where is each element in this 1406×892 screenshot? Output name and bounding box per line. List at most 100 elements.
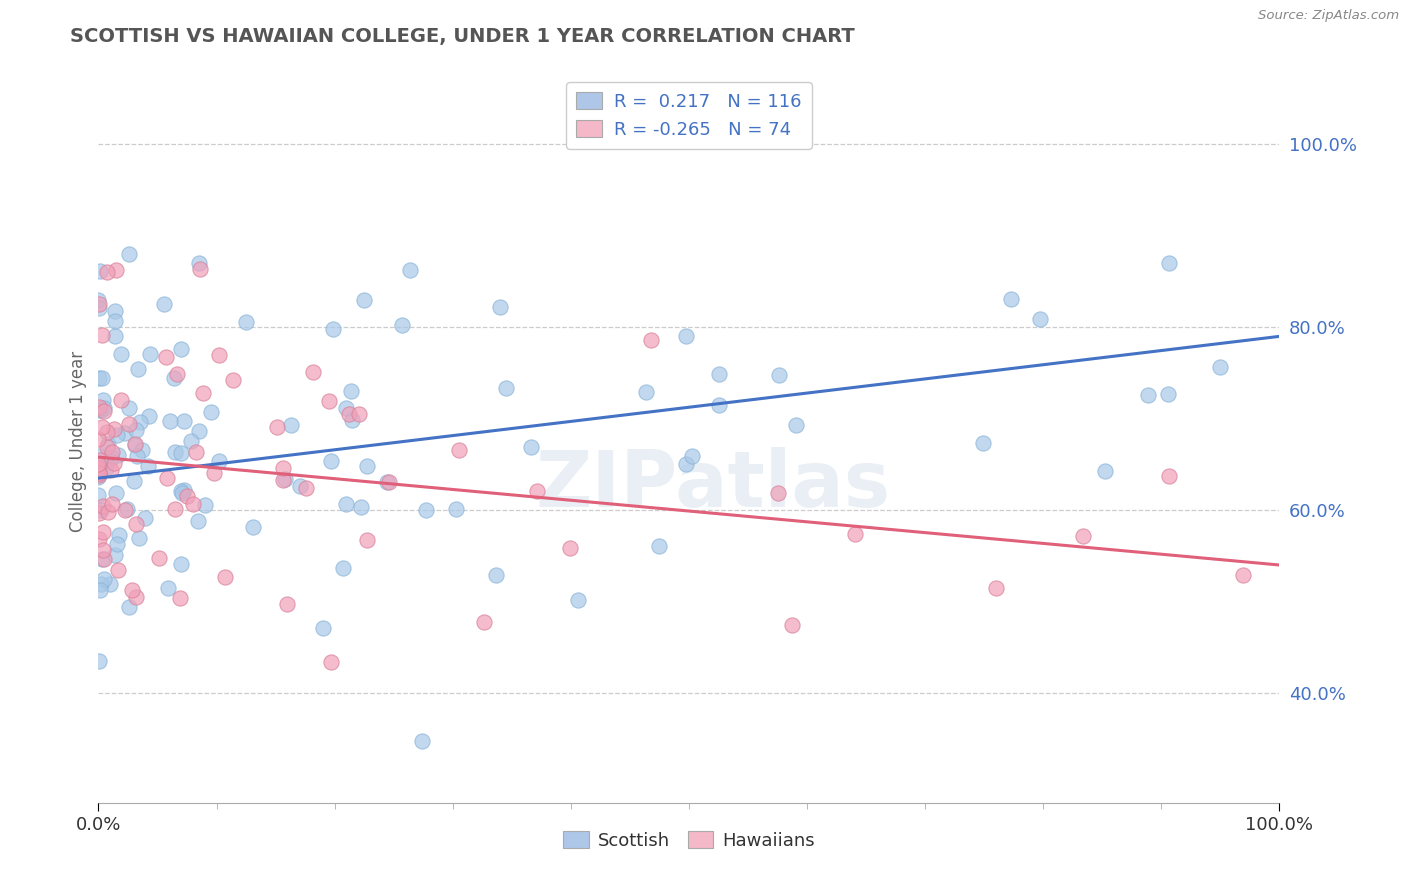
Point [114, 502, 136, 516]
Point [280, 418, 302, 433]
Point [1232, 567, 1254, 582]
Point [768, 368, 790, 382]
Point [157, 582, 180, 596]
Text: SCOTTISH VS HAWAIIAN COLLEGE, UNDER 1 YEAR CORRELATION CHART: SCOTTISH VS HAWAIIAN COLLEGE, UNDER 1 YE… [70, 27, 855, 45]
Point [356, 459, 378, 474]
Point [319, 454, 342, 468]
Point [87, 371, 110, 385]
Point [972, 435, 994, 450]
Point [134, 510, 156, 524]
Point [165, 501, 187, 516]
Point [349, 500, 371, 514]
Point [472, 615, 495, 629]
Point [340, 413, 363, 427]
Point [170, 557, 193, 571]
Point [169, 342, 191, 356]
Point [114, 425, 136, 440]
Point [415, 503, 437, 517]
Point [634, 385, 657, 400]
Point [148, 550, 170, 565]
Point [122, 474, 145, 488]
Point [87, 450, 110, 464]
Point [124, 437, 146, 451]
Point [188, 261, 211, 276]
Point [187, 255, 209, 269]
Point [526, 484, 548, 499]
Point [107, 448, 129, 462]
Point [93, 552, 115, 566]
Point [87, 467, 110, 482]
Point [271, 473, 294, 487]
Point [97, 437, 120, 451]
Point [312, 620, 335, 634]
Point [118, 401, 141, 415]
Point [1136, 387, 1159, 401]
Point [707, 367, 730, 381]
Point [295, 482, 318, 496]
Point [170, 445, 193, 459]
Point [353, 293, 375, 307]
Point [87, 461, 110, 475]
Point [89, 467, 111, 482]
Point [104, 303, 127, 318]
Point [375, 475, 398, 490]
Point [495, 381, 517, 395]
Point [87, 466, 110, 480]
Point [187, 425, 209, 439]
Point [94, 460, 117, 475]
Point [89, 467, 111, 481]
Point [340, 384, 363, 399]
Point [1209, 360, 1232, 375]
Point [117, 501, 139, 516]
Point [153, 297, 176, 311]
Point [91, 552, 114, 566]
Point [98, 576, 121, 591]
Point [87, 403, 110, 417]
Point [87, 470, 110, 484]
Point [707, 398, 730, 412]
Point [159, 414, 181, 428]
Point [176, 489, 198, 503]
Point [105, 537, 128, 551]
Point [780, 618, 803, 632]
Point [128, 531, 150, 545]
Point [91, 392, 114, 407]
Point [208, 348, 231, 362]
Point [321, 655, 343, 669]
Point [302, 365, 325, 379]
Point [91, 327, 114, 342]
Point [986, 582, 1008, 596]
Point [200, 405, 222, 419]
Point [90, 503, 112, 517]
Point [128, 415, 150, 429]
Point [560, 541, 582, 555]
Point [118, 599, 141, 614]
Point [127, 361, 149, 376]
Point [1073, 529, 1095, 543]
Point [1094, 464, 1116, 478]
Point [567, 592, 589, 607]
Point [290, 479, 312, 493]
Point [136, 459, 159, 474]
Point [97, 505, 120, 519]
Point [125, 423, 148, 437]
Point [186, 444, 208, 458]
Point [485, 567, 508, 582]
Point [785, 417, 807, 432]
Point [89, 452, 111, 467]
Point [124, 438, 146, 452]
Point [1156, 386, 1178, 401]
Point [675, 329, 697, 343]
Point [322, 321, 344, 335]
Point [121, 582, 143, 597]
Point [391, 318, 413, 332]
Point [87, 655, 110, 669]
Point [93, 572, 115, 586]
Point [103, 329, 125, 343]
Point [139, 347, 162, 361]
Point [194, 498, 217, 512]
Point [444, 502, 467, 516]
Point [337, 407, 360, 421]
Legend: Scottish, Hawaiians: Scottish, Hawaiians [554, 822, 824, 859]
Point [98, 453, 121, 467]
